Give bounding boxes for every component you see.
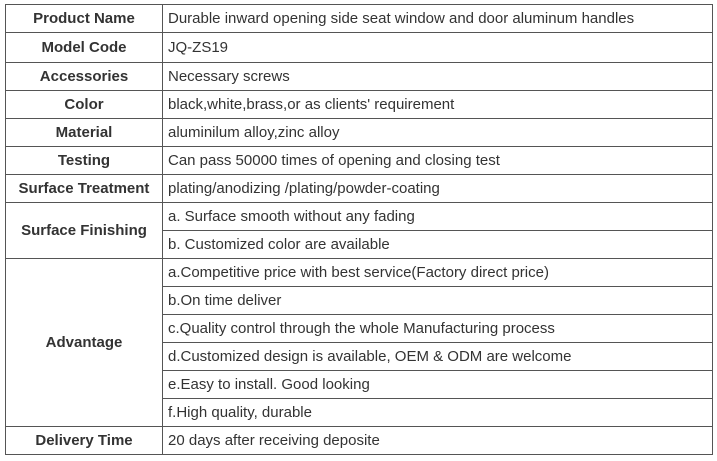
spec-value: b. Customized color are available <box>162 230 713 259</box>
spec-value: aluminilum alloy,zinc alloy <box>162 118 713 147</box>
spec-row: Accessories Necessary screws <box>5 62 713 91</box>
spec-value: f.High quality, durable <box>162 398 713 427</box>
spec-value: e.Easy to install. Good looking <box>162 370 713 399</box>
spec-row: Material aluminilum alloy,zinc alloy <box>5 118 713 147</box>
spec-value: black,white,brass,or as clients' require… <box>162 90 713 119</box>
spec-row: Color black,white,brass,or as clients' re… <box>5 90 713 119</box>
spec-value: c.Quality control through the whole Manu… <box>162 314 713 343</box>
product-spec-table: Product Name Durable inward opening side … <box>5 4 713 455</box>
spec-label: Delivery Time <box>5 426 163 455</box>
spec-row: Product Name Durable inward opening side … <box>5 4 713 33</box>
spec-value: 20 days after receiving deposite <box>162 426 713 455</box>
spec-label: Surface Finishing <box>5 202 163 259</box>
spec-row: e.Easy to install. Good looking <box>6 370 713 399</box>
spec-row: Testing Can pass 50000 times of opening a… <box>5 146 713 175</box>
spec-label: Testing <box>5 146 163 175</box>
spec-label: Accessories <box>5 62 163 91</box>
spec-value: plating/anodizing /plating/powder-coatin… <box>162 174 713 203</box>
spec-value: d.Customized design is available, OEM & … <box>162 342 713 371</box>
spec-value: a. Surface smooth without any fading <box>162 202 713 231</box>
spec-row: Advantage a.Competitive price with best s… <box>5 258 713 427</box>
spec-row: b.On time deliver <box>6 286 713 315</box>
spec-value: Necessary screws <box>162 62 713 91</box>
spec-value: JQ-ZS19 <box>162 32 713 63</box>
spec-value: Can pass 50000 times of opening and clos… <box>162 146 713 175</box>
spec-label: Surface Treatment <box>5 174 163 203</box>
spec-row: Surface Treatment plating/anodizing /plat… <box>5 174 713 203</box>
spec-row: Delivery Time 20 days after receiving dep… <box>5 426 713 455</box>
spec-row: f.High quality, durable <box>6 398 713 427</box>
spec-row: Model Code JQ-ZS19 <box>5 32 713 63</box>
spec-row: Surface Finishing a. Surface smooth witho… <box>5 202 713 259</box>
spec-label: Product Name <box>5 4 163 33</box>
spec-value: a.Competitive price with best service(Fa… <box>162 258 713 287</box>
spec-value: b.On time deliver <box>162 286 713 315</box>
spec-label: Advantage <box>5 258 163 427</box>
spec-label: Color <box>5 90 163 119</box>
spec-label: Model Code <box>5 32 163 63</box>
spec-value: Durable inward opening side seat window … <box>162 4 713 33</box>
spec-row: d.Customized design is available, OEM & … <box>6 342 713 371</box>
spec-label: Material <box>5 118 163 147</box>
spec-row: b. Customized color are available <box>6 230 713 259</box>
